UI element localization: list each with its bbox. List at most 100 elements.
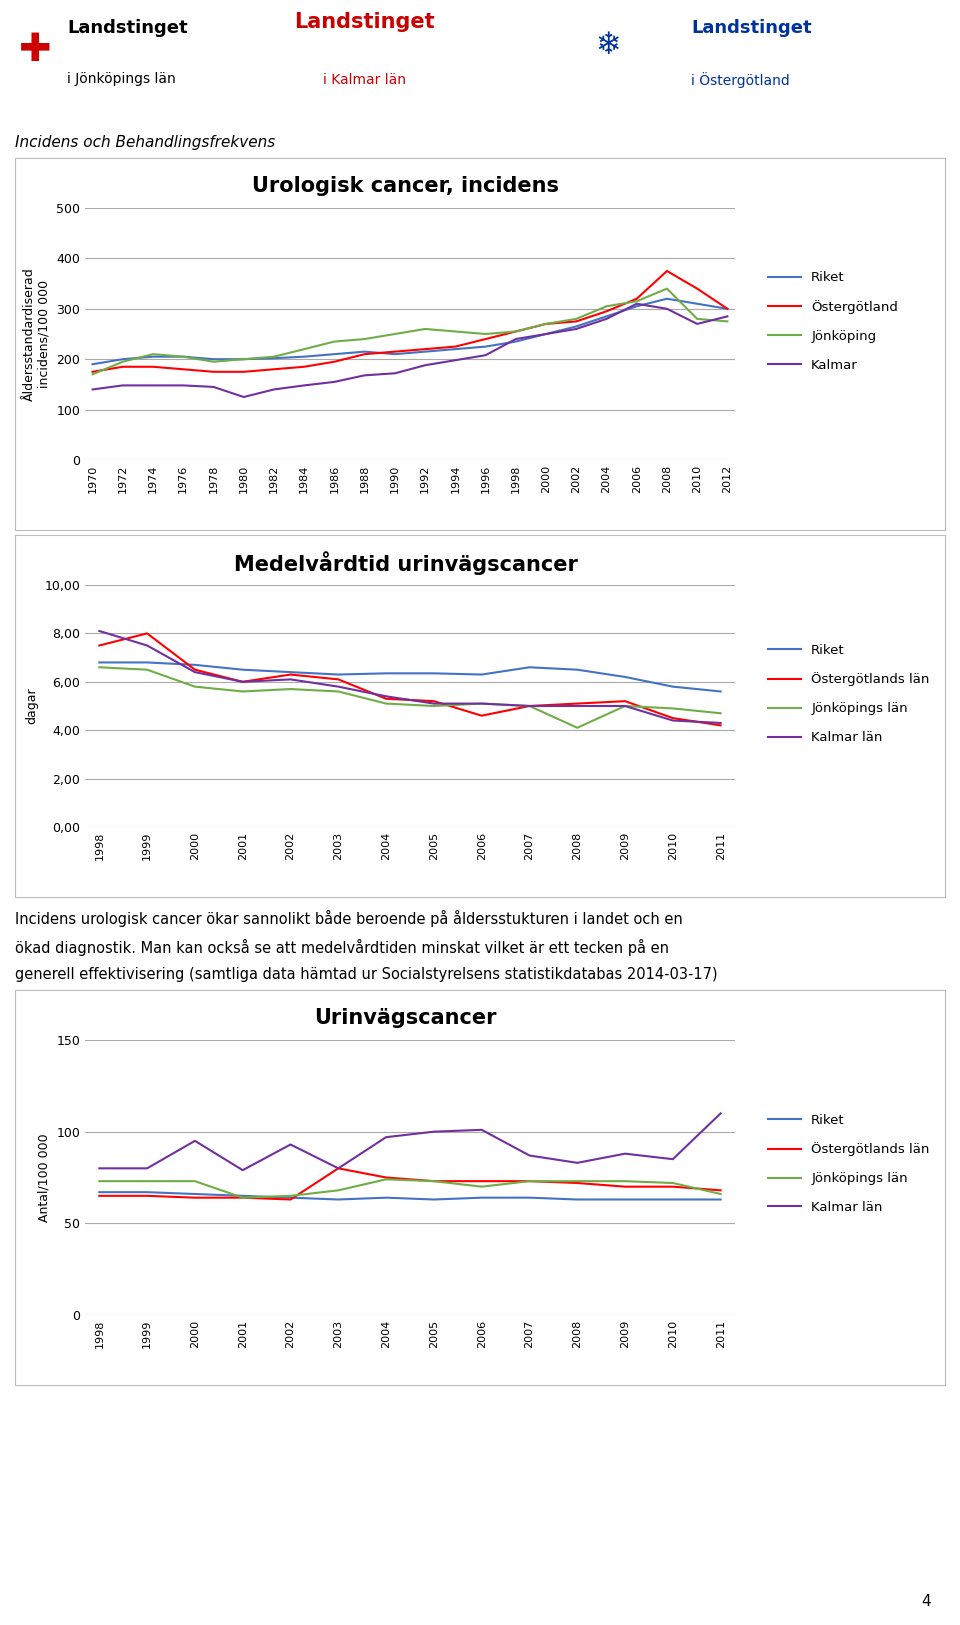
Kalmar [631, 294, 642, 314]
Kalmar län [141, 1159, 153, 1178]
Kalmar [207, 377, 219, 396]
Kalmar län [476, 694, 488, 713]
Kalmar [540, 325, 552, 344]
Östergötlands län [715, 1181, 727, 1201]
Line: Östergötland: Östergötland [92, 271, 728, 372]
Legend: Riket, Östergötlands län, Jönköpings län, Kalmar län: Riket, Östergötlands län, Jönköpings län… [768, 644, 929, 744]
Kalmar [661, 299, 673, 318]
Text: ❄: ❄ [595, 31, 621, 60]
Kalmar [178, 375, 189, 395]
Östergötlands län [380, 1168, 392, 1188]
Kalmar [86, 380, 98, 400]
Riket [449, 340, 461, 359]
Jönköping [389, 325, 400, 344]
Östergötland [147, 358, 158, 377]
Östergötlands län [237, 673, 249, 692]
Östergötlands län [476, 1172, 488, 1191]
Östergötlands län [619, 691, 631, 710]
Jönköpings län [237, 682, 249, 702]
Jönköping [631, 291, 642, 310]
Östergötlands län [189, 1188, 201, 1207]
Kalmar län [715, 713, 727, 733]
Jönköpings län [285, 1186, 297, 1206]
Riket [476, 1188, 488, 1207]
Riket [571, 660, 583, 679]
Östergötlands län [93, 635, 105, 655]
Jönköpings län [93, 1172, 105, 1191]
Riket [268, 348, 279, 367]
Riket [510, 332, 521, 351]
Östergötlands län [93, 1186, 105, 1206]
Riket [428, 663, 440, 682]
Östergötlands län [476, 705, 488, 725]
Jönköpings län [141, 1172, 153, 1191]
Jönköping [117, 353, 129, 372]
Östergötland [117, 358, 129, 377]
Kalmar [328, 372, 340, 392]
Text: 4: 4 [922, 1594, 931, 1609]
Östergötland [601, 302, 612, 322]
Text: Urologisk cancer, incidens: Urologisk cancer, incidens [252, 176, 559, 197]
Östergötlands län [667, 708, 679, 728]
Kalmar [420, 356, 431, 375]
Östergötlands län [141, 624, 153, 644]
Kalmar [299, 375, 310, 395]
Kalmar [359, 366, 371, 385]
Jönköping [449, 322, 461, 341]
Line: Jönköping: Jönköping [92, 289, 728, 374]
Kalmar län [619, 696, 631, 715]
Kalmar län [667, 1149, 679, 1168]
Östergötlands län [189, 660, 201, 679]
Riket [285, 663, 297, 682]
Östergötland [570, 312, 582, 332]
Text: ✚: ✚ [19, 31, 52, 70]
Kalmar [691, 314, 703, 333]
Jönköpings län [332, 1181, 344, 1201]
Riket [524, 658, 536, 678]
Jönköpings län [332, 682, 344, 702]
Legend: Riket, Östergötland, Jönköping, Kalmar: Riket, Östergötland, Jönköping, Kalmar [768, 271, 898, 372]
Jönköping [268, 346, 279, 366]
Kalmar [117, 375, 129, 395]
Kalmar län [285, 670, 297, 689]
Riket [117, 349, 129, 369]
Riket [540, 325, 552, 344]
Riket [237, 1186, 249, 1206]
Kalmar län [524, 1146, 536, 1165]
Kalmar län [332, 1159, 344, 1178]
Östergötlands län [524, 1172, 536, 1191]
Kalmar [480, 346, 492, 366]
Jönköpings län [571, 718, 583, 738]
Östergötland [691, 280, 703, 299]
Text: Urinvägscancer: Urinvägscancer [314, 1008, 497, 1029]
Jönköpings län [285, 679, 297, 699]
Riket [332, 1190, 344, 1209]
Jönköpings län [380, 1170, 392, 1190]
Östergötlands län [524, 696, 536, 715]
Line: Östergötlands län: Östergötlands län [99, 1168, 721, 1199]
Östergötlands län [571, 694, 583, 713]
Östergötlands län [571, 1173, 583, 1193]
Text: Landstinget: Landstinget [691, 20, 812, 37]
Jönköping [238, 349, 250, 369]
Jönköping [510, 322, 521, 341]
Kalmar län [380, 1128, 392, 1147]
Jönköpings län [715, 1185, 727, 1204]
Kalmar län [715, 1103, 727, 1123]
Riket [631, 296, 642, 315]
Kalmar län [332, 678, 344, 697]
Line: Riket: Riket [99, 663, 721, 692]
Riket [285, 1188, 297, 1207]
Kalmar [238, 387, 250, 406]
Jönköpings län [524, 1172, 536, 1191]
Riket [661, 289, 673, 309]
Text: i Kalmar län: i Kalmar län [324, 73, 406, 86]
Line: Kalmar: Kalmar [92, 304, 728, 396]
Östergötland [178, 359, 189, 379]
Kalmar [570, 318, 582, 338]
Kalmar [722, 307, 733, 327]
Riket [141, 1183, 153, 1202]
Jönköpings län [428, 696, 440, 715]
Östergötland [359, 344, 371, 364]
Jönköpings län [524, 696, 536, 715]
